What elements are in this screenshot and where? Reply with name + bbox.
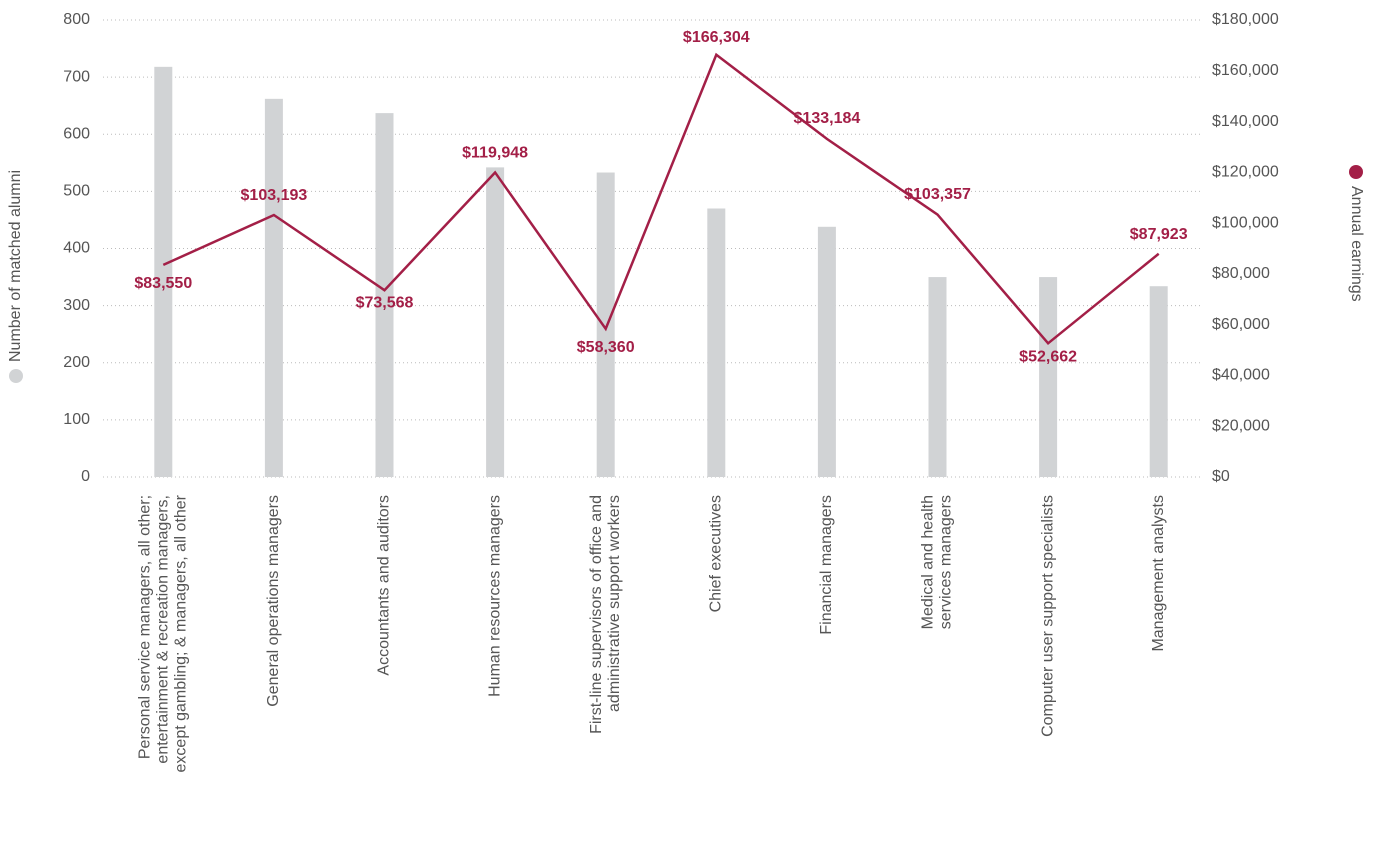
line bbox=[162, 52, 1160, 346]
y2-tick-label: $40,000 bbox=[1212, 367, 1270, 384]
y2-tick-label: $120,000 bbox=[1212, 164, 1279, 181]
y2-tick-label: $140,000 bbox=[1212, 113, 1279, 130]
x-tick-label: General operations managers bbox=[265, 495, 282, 707]
x-tick-label: services managers bbox=[938, 495, 955, 629]
bar bbox=[375, 113, 394, 478]
y-tick-label: 300 bbox=[63, 297, 90, 314]
y-tick-label: 400 bbox=[63, 240, 90, 257]
y-tick-label: 0 bbox=[81, 468, 90, 485]
x-tick-label: Management analysts bbox=[1150, 495, 1167, 652]
y2-tick-label: $160,000 bbox=[1212, 62, 1279, 79]
value-label: $103,357 bbox=[904, 186, 971, 203]
y2-tick-label: $80,000 bbox=[1212, 265, 1270, 282]
bar bbox=[707, 208, 726, 477]
bar bbox=[486, 167, 505, 477]
x-tick-label: Computer user support specialists bbox=[1039, 495, 1056, 737]
bar bbox=[1039, 277, 1058, 477]
value-label: $119,948 bbox=[462, 145, 528, 162]
x-tick-label: Financial managers bbox=[818, 495, 835, 635]
value-label: $83,550 bbox=[134, 275, 192, 292]
bar bbox=[928, 277, 947, 477]
value-label: $103,193 bbox=[241, 187, 308, 204]
legend-dot bbox=[1349, 165, 1363, 179]
x-tick-label: Chief executives bbox=[708, 495, 725, 612]
bar bbox=[817, 226, 836, 477]
y2-tick-label: $100,000 bbox=[1212, 214, 1279, 231]
value-label: $87,923 bbox=[1130, 226, 1188, 243]
x-tick-label: Accountants and auditors bbox=[376, 495, 393, 676]
bar bbox=[154, 66, 173, 477]
value-label: $133,184 bbox=[794, 110, 861, 127]
value-label: $52,662 bbox=[1019, 349, 1077, 366]
bar bbox=[1149, 286, 1168, 477]
y2-tick-label: $0 bbox=[1212, 468, 1230, 485]
value-label: $166,304 bbox=[683, 29, 750, 46]
bar bbox=[596, 172, 615, 477]
y-tick-label: 800 bbox=[63, 11, 90, 28]
value-label: $73,568 bbox=[356, 294, 414, 311]
value-label: $58,360 bbox=[577, 339, 635, 356]
x-tick-label: Personal service managers, all other; bbox=[137, 495, 154, 759]
x-tick-label: entertainment & recreation managers, bbox=[155, 495, 172, 764]
x-tick-label: except gambling; & managers, all other bbox=[173, 494, 190, 772]
y-tick-label: 500 bbox=[63, 183, 90, 200]
x-tick-label: First-line supervisors of office and bbox=[588, 495, 605, 734]
y2-tick-label: $60,000 bbox=[1212, 316, 1270, 333]
y-axis-title: Number of matched alumni bbox=[7, 170, 24, 362]
y-tick-label: 100 bbox=[63, 411, 90, 428]
y-tick-label: 600 bbox=[63, 125, 90, 142]
x-tick-label: administrative support workers bbox=[606, 495, 623, 712]
y2-tick-label: $180,000 bbox=[1212, 11, 1279, 28]
x-tick-label: Medical and health bbox=[920, 495, 937, 629]
y2-axis-title: Annual earnings bbox=[1348, 186, 1365, 302]
y-tick-label: 200 bbox=[63, 354, 90, 371]
bar bbox=[264, 98, 283, 478]
x-tick-label: Human resources managers bbox=[486, 495, 503, 697]
y2-tick-label: $20,000 bbox=[1212, 417, 1270, 434]
y-tick-label: 700 bbox=[63, 68, 90, 85]
legend-dot bbox=[9, 369, 23, 383]
